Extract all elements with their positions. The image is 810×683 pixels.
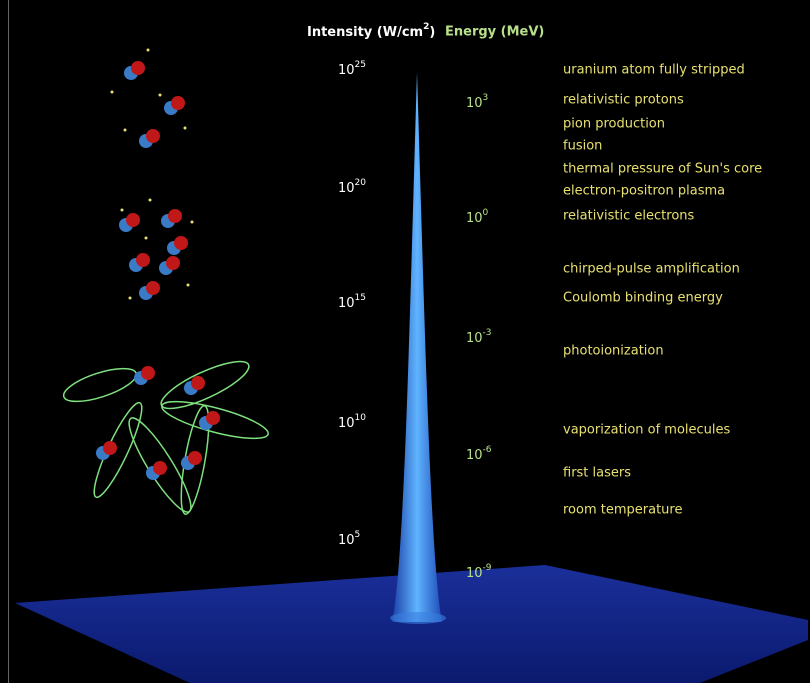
phenomenon: uranium atom fully stripped <box>563 63 745 78</box>
phenomenon: room temperature <box>563 503 682 518</box>
power-exp: 3 <box>483 93 489 103</box>
power-exp: 25 <box>355 60 366 70</box>
particle <box>187 284 190 287</box>
power-exp: -6 <box>483 445 492 455</box>
phenomenon: relativistic protons <box>563 93 684 108</box>
particle <box>191 221 194 224</box>
header-text: Intensity (W/cm <box>307 25 423 40</box>
phenomenon: chirped-pulse amplification <box>563 262 740 277</box>
power-exp: -9 <box>483 563 492 573</box>
particle <box>184 127 187 130</box>
phenomenon: Coulomb binding energy <box>563 291 723 306</box>
power-base: 10 <box>466 566 483 581</box>
intensity-header: Intensity (W/cm2) <box>307 22 435 40</box>
atom <box>103 441 117 455</box>
particle <box>111 91 114 94</box>
power-base: 10 <box>338 296 355 311</box>
atom <box>153 461 167 475</box>
power-base: 10 <box>466 331 483 346</box>
power-exp: -3 <box>483 328 492 338</box>
power-base: 10 <box>466 211 483 226</box>
energy-header: Energy (MeV) <box>445 25 544 40</box>
power-exp: 20 <box>355 178 367 188</box>
phenomenon: first lasers <box>563 466 631 481</box>
particle <box>121 209 124 212</box>
particle <box>149 199 152 202</box>
atom <box>146 129 160 143</box>
header-close: ) <box>429 25 435 40</box>
atom <box>166 256 180 270</box>
atom <box>131 61 145 75</box>
atom <box>136 253 150 267</box>
power-exp: 0 <box>483 208 489 218</box>
atom <box>146 281 160 295</box>
power-base: 10 <box>338 533 355 548</box>
particle <box>147 49 150 52</box>
atom <box>188 451 202 465</box>
power-base: 10 <box>338 63 355 78</box>
atom <box>126 213 140 227</box>
power-exp: 15 <box>355 293 366 303</box>
infographic: Intensity (W/cm2) Energy (MeV) 102510201… <box>0 0 810 683</box>
phenomenon: photoionization <box>563 344 664 359</box>
power-base: 10 <box>466 448 483 463</box>
atom <box>168 209 182 223</box>
power-base: 10 <box>338 416 355 431</box>
border <box>8 0 9 683</box>
atom <box>171 96 185 110</box>
phenomenon: pion production <box>563 117 665 132</box>
phenomenon: vaporization of molecules <box>563 423 731 438</box>
phenomenon: fusion <box>563 139 602 154</box>
phenomenon: relativistic electrons <box>563 209 695 224</box>
power-exp: 5 <box>355 530 361 540</box>
atom <box>174 236 188 250</box>
particle <box>159 94 162 97</box>
particle <box>129 297 132 300</box>
spike-base <box>390 612 446 624</box>
power-base: 10 <box>338 181 355 196</box>
atom <box>141 366 155 380</box>
phenomenon: thermal pressure of Sun's core <box>563 162 762 177</box>
atom <box>206 411 220 425</box>
power-exp: 10 <box>355 413 367 423</box>
phenomenon: electron-positron plasma <box>563 184 725 199</box>
power-base: 10 <box>466 96 483 111</box>
particle <box>145 237 148 240</box>
atom <box>191 376 205 390</box>
particle <box>124 129 127 132</box>
